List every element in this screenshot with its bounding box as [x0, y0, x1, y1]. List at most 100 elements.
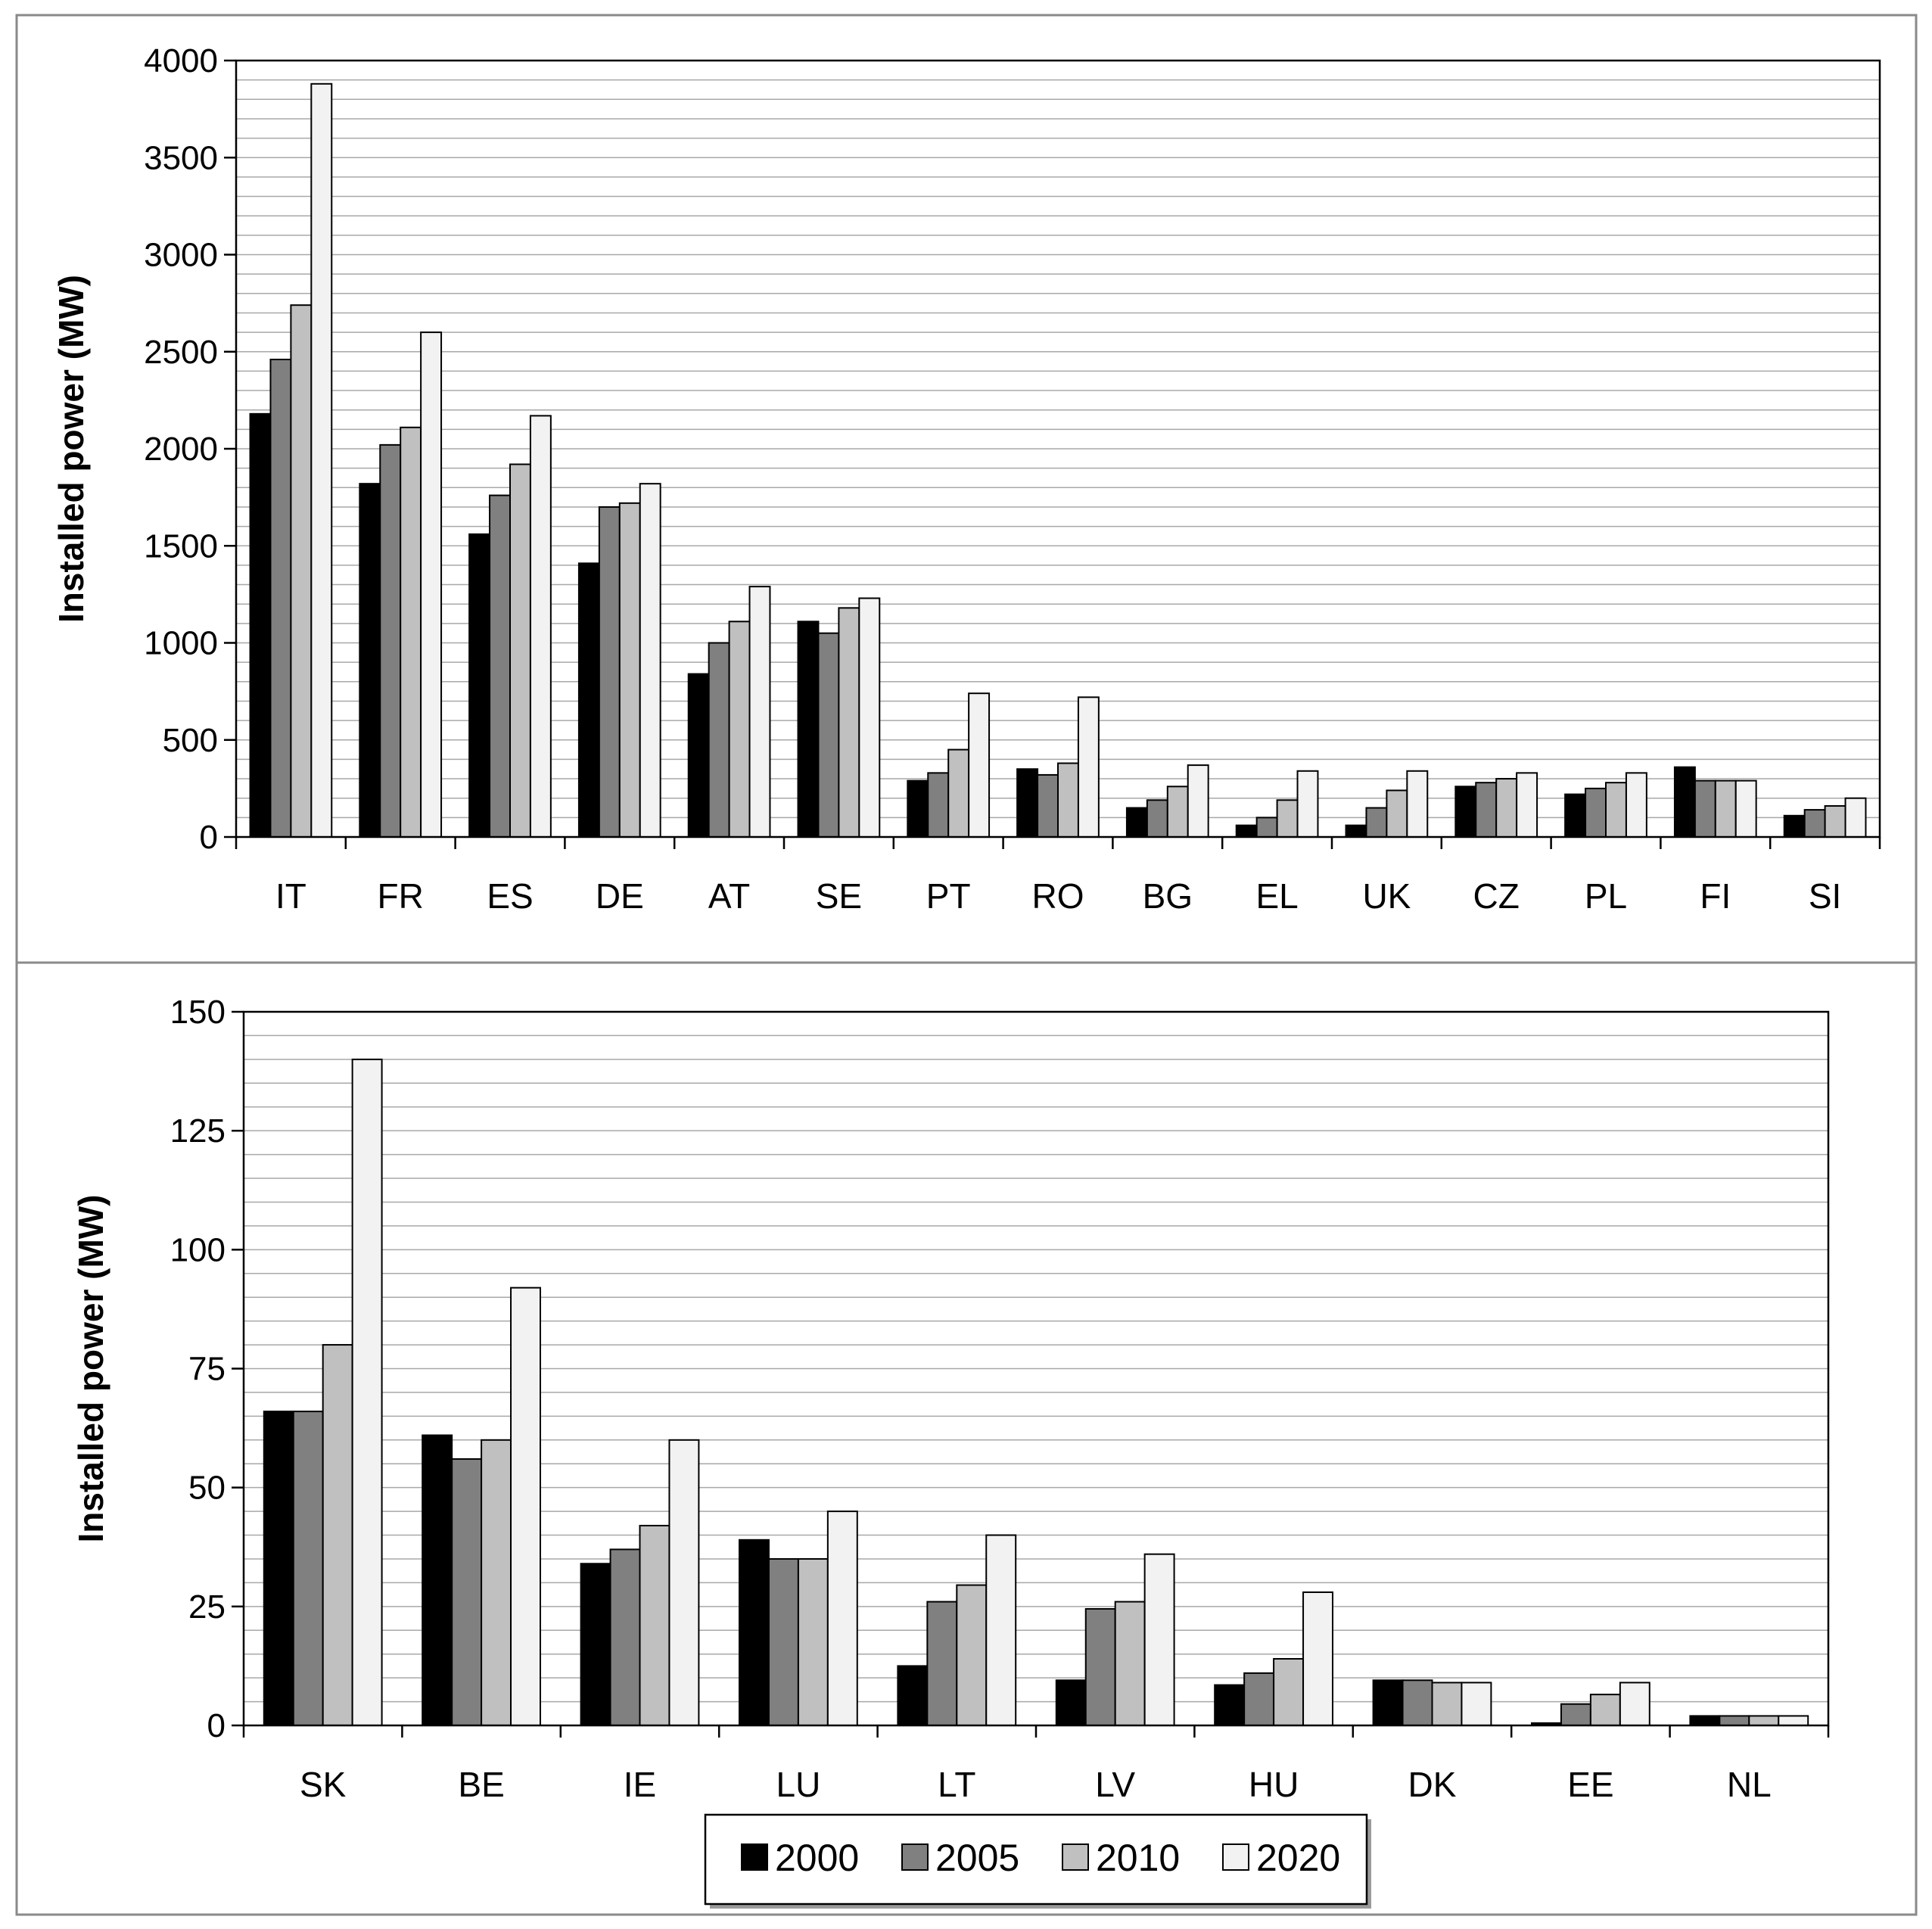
bar-pl-2005: [1585, 787, 1607, 838]
bar-pt-2000: [907, 779, 929, 838]
bar-ee-2020: [1619, 1682, 1650, 1726]
category-label-nl: NL: [1727, 1765, 1772, 1804]
category-label-si: SI: [1809, 876, 1841, 916]
bar-fr-2005: [379, 443, 402, 838]
bar-dk-2005: [1402, 1679, 1433, 1726]
y-tick-label-top: 4000: [144, 42, 218, 79]
bar-hu-2000: [1214, 1684, 1246, 1726]
bar-hu-2020: [1302, 1591, 1333, 1727]
category-label-sk: SK: [300, 1765, 347, 1804]
y-tick-label-top: 0: [200, 819, 218, 856]
y-tick-label-bottom: 125: [170, 1112, 226, 1150]
bar-uk-2005: [1365, 807, 1388, 838]
bar-be-2010: [481, 1439, 512, 1727]
bar-se-2010: [838, 607, 860, 838]
bar-ro-2000: [1016, 768, 1039, 838]
bar-de-2000: [577, 562, 600, 838]
chart-top: 0 500 1000 1500 2000 2500 3000 3500 4000 IT FR ES DE…: [51, 42, 1881, 916]
bar-fr-2010: [400, 426, 422, 838]
legend-item-2000: 2000: [741, 1837, 859, 1879]
bar-lt-2020: [985, 1534, 1017, 1726]
y-tick-label-bottom: 75: [188, 1351, 226, 1388]
category-label-cz: CZ: [1473, 876, 1520, 916]
y-tick-label-top: 1000: [144, 625, 218, 662]
bar-ro-2020: [1077, 696, 1100, 838]
bar-ee-2010: [1589, 1694, 1621, 1727]
legend-swatch-2000: [741, 1843, 768, 1871]
bar-de-2005: [598, 506, 621, 838]
y-axis-label-top: Installed power (MW): [51, 275, 91, 623]
bar-at-2020: [748, 586, 771, 838]
y-tick-label-bottom: 150: [170, 994, 226, 1031]
category-label-ie: IE: [624, 1765, 656, 1804]
legend-box: [704, 1813, 1368, 1906]
bar-fi-2010: [1714, 779, 1737, 838]
bar-at-2010: [728, 621, 751, 838]
bar-it-2010: [290, 304, 313, 838]
bar-nl-2000: [1689, 1715, 1721, 1727]
bar-uk-2000: [1345, 824, 1367, 838]
category-label-pl: PL: [1585, 876, 1627, 916]
bar-es-2000: [468, 533, 491, 838]
bar-dk-2020: [1461, 1682, 1492, 1726]
bar-lv-2000: [1055, 1679, 1087, 1726]
bar-dk-2010: [1431, 1682, 1463, 1726]
y-tick-label-top: 1500: [144, 527, 218, 565]
bar-lt-2000: [897, 1665, 929, 1727]
bar-pt-2010: [947, 748, 970, 838]
bar-lu-2000: [739, 1539, 770, 1726]
bar-ie-2010: [639, 1524, 670, 1726]
category-label-se: SE: [816, 876, 862, 916]
legend-label-2005: 2005: [935, 1837, 1019, 1879]
bar-se-2020: [858, 597, 881, 838]
category-label-lv: LV: [1095, 1765, 1135, 1804]
bar-lt-2010: [956, 1584, 988, 1726]
category-label-fr: FR: [378, 876, 424, 916]
bar-lv-2005: [1084, 1607, 1116, 1726]
y-tick-label-bottom: 25: [188, 1588, 226, 1626]
bar-el-2005: [1255, 817, 1278, 838]
bar-fi-2020: [1734, 779, 1757, 838]
category-label-dk: DK: [1408, 1765, 1457, 1804]
bar-uk-2010: [1386, 789, 1408, 838]
legend-swatch-2010: [1062, 1843, 1089, 1871]
bar-cz-2000: [1454, 786, 1477, 838]
bar-ie-2000: [580, 1563, 611, 1727]
y-tick-label-bottom: 0: [207, 1707, 226, 1744]
bar-fi-2000: [1673, 766, 1696, 838]
bar-ee-2005: [1560, 1703, 1591, 1726]
bar-cz-2010: [1495, 778, 1518, 838]
y-tick-label-bottom: 100: [170, 1231, 226, 1268]
bar-it-2020: [310, 82, 333, 838]
bar-si-2005: [1803, 809, 1826, 838]
y-tick-label-top: 2000: [144, 431, 218, 468]
legend-item-2010: 2010: [1062, 1837, 1180, 1879]
bar-be-2020: [510, 1287, 541, 1727]
bar-lu-2020: [826, 1511, 858, 1726]
legend-swatch-2005: [901, 1843, 929, 1871]
category-label-fi: FI: [1700, 876, 1731, 916]
bar-pl-2010: [1605, 782, 1627, 838]
legend-label-2020: 2020: [1256, 1837, 1340, 1879]
bar-bg-2010: [1166, 786, 1189, 838]
bar-cz-2020: [1516, 772, 1538, 838]
bar-el-2020: [1296, 770, 1319, 838]
bar-bg-2005: [1146, 799, 1168, 838]
bar-sk-2000: [263, 1411, 294, 1726]
bar-lv-2020: [1143, 1553, 1175, 1726]
bar-pl-2020: [1625, 772, 1647, 838]
bar-de-2010: [618, 502, 641, 838]
bar-fr-2020: [420, 331, 443, 838]
y-tick-label-bottom: 50: [188, 1470, 226, 1507]
y-tick-label-top: 3000: [144, 237, 218, 274]
legend-item-2020: 2020: [1222, 1837, 1340, 1879]
bar-hu-2005: [1243, 1672, 1275, 1727]
bar-pl-2000: [1564, 793, 1587, 838]
bar-fi-2005: [1694, 779, 1716, 838]
bar-sk-2010: [322, 1344, 353, 1726]
category-label-pt: PT: [926, 876, 971, 916]
bar-si-2000: [1783, 814, 1806, 838]
bar-lu-2005: [767, 1557, 799, 1726]
bar-sk-2005: [292, 1411, 324, 1726]
y-tick-label-top: 500: [163, 722, 218, 759]
